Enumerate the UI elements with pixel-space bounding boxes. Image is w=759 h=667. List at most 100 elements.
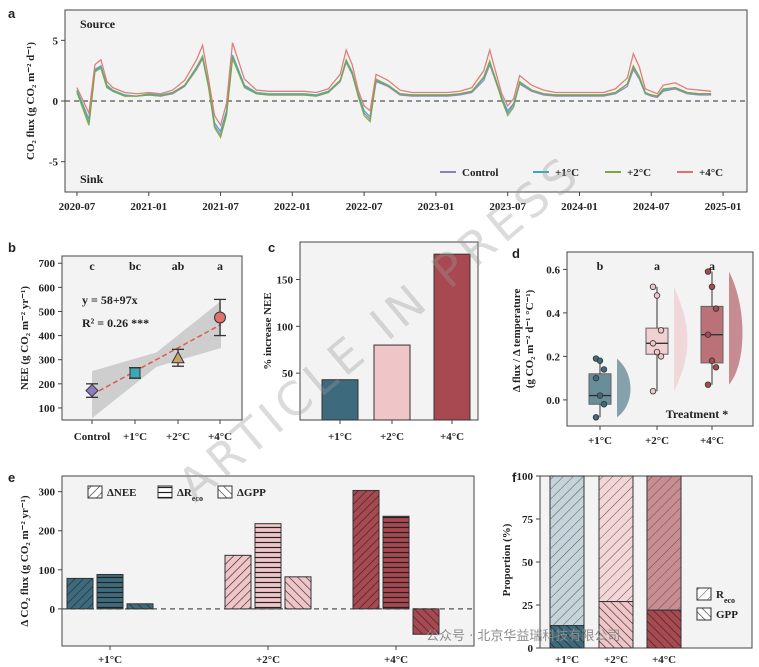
density-violin-plus2c [674, 286, 688, 392]
significance-letter: c [89, 259, 95, 273]
x-tick-label: 2024-07 [633, 201, 670, 213]
x-tick-label: 2022-07 [346, 201, 383, 213]
data-point [712, 364, 720, 371]
significance-letter: b [597, 259, 604, 273]
stack-reco-hatch [550, 476, 584, 626]
sink-label: Sink [80, 172, 104, 186]
flux-series-lines [76, 42, 712, 140]
y-tick-label: 100 [277, 321, 294, 333]
series-line-plus2c [76, 55, 712, 140]
y-tick-label: 0.0 [546, 395, 560, 407]
x-tick-label: +4°C [208, 431, 232, 443]
series-line-plus4c [76, 42, 712, 127]
x-tick-label: 2021-01 [130, 201, 167, 213]
y-tick-label: 100 [517, 471, 534, 483]
significance-letter: ab [172, 259, 185, 273]
data-point [657, 327, 665, 334]
panel-a-letter: a [8, 6, 16, 21]
stack-reco-hatch [599, 476, 633, 602]
legend-label--gpp: ΔGPP [237, 487, 266, 499]
mean-point-plus4c [214, 311, 226, 324]
bar-hatch [127, 603, 153, 609]
bar-plus2c [373, 344, 411, 421]
bar-hatch [97, 574, 123, 609]
data-point [649, 340, 657, 347]
x-tick-label: +2°C [166, 431, 190, 443]
data-point [592, 414, 600, 421]
legend-label-plus2c: +2°C [627, 167, 651, 179]
legend-label-plus4c: +4°C [699, 167, 723, 179]
x-tick-label: 2025-01 [705, 201, 742, 213]
bar-hatch [383, 516, 409, 609]
x-tick-label: 2023-07 [489, 201, 526, 213]
y-tick-label: 0.6 [546, 264, 560, 276]
panel-d: d Δ flux / Δ temperature (g CO₂ m⁻² d⁻¹ … [511, 246, 754, 447]
panel-b-letter: b [8, 240, 16, 255]
panel-c-ylabel: % increase NEE [262, 292, 274, 369]
x-tick-label: +1°C [328, 431, 352, 443]
significance-letter: bc [129, 259, 142, 273]
stack-reco-hatch [647, 476, 681, 611]
mean-point-plus1c [129, 367, 141, 379]
data-point [649, 388, 657, 395]
legend-label-gpp: GPP [716, 609, 738, 621]
significance-letter: a [709, 259, 715, 273]
bar-plus1c [321, 379, 359, 421]
x-tick-label: +2°C [380, 431, 404, 443]
y-tick-label: 0.2 [546, 351, 560, 363]
data-point [704, 381, 712, 388]
data-point [712, 305, 720, 312]
y-tick-label: 0 [528, 643, 534, 655]
data-point [708, 357, 716, 364]
legend-swatch-hatch [88, 486, 102, 498]
regression-r2: R² = 0.26 *** [82, 316, 149, 330]
series-line-control [76, 56, 712, 137]
data-point [596, 357, 604, 364]
significance-letter: a [217, 259, 223, 273]
data-point [653, 292, 661, 299]
panel-b-marks: c Control bc +1°C ab +2°C a +4°C 100 200 300 400 500… [39, 258, 233, 443]
data-point [592, 374, 600, 382]
bar-plus4c [433, 253, 471, 421]
bar-hatch [353, 490, 379, 609]
trend-line [91, 323, 222, 396]
x-tick-label: 2023-01 [418, 201, 455, 213]
x-tick-label: 2024-01 [561, 201, 598, 213]
data-point [708, 283, 716, 290]
y-tick-label: 0.4 [546, 308, 560, 320]
y-tick-label: 0 [50, 604, 56, 616]
panel-c-marks: +1°C +2°C +4°C 50 100 150 [277, 253, 471, 443]
stack-gpp-hatch [599, 601, 633, 648]
density-violin-plus4c [729, 271, 743, 385]
panel-b-ylabel: NEE (g CO₂ m⁻² yr⁻¹) [19, 286, 31, 390]
y-tick-label: 300 [39, 355, 56, 367]
treatment-label: Treatment * [666, 407, 729, 421]
panel-f: f Proportion (%) +1°C +2°C +4°C0255075100R… [501, 470, 753, 666]
y-tick-label: 100 [39, 403, 56, 415]
legend-label-control: Control [462, 167, 498, 179]
data-point [657, 353, 665, 360]
x-tick-label: +4°C [384, 654, 408, 666]
x-tick-label: +2°C [645, 435, 669, 447]
density-violin-plus1c [617, 358, 631, 418]
data-point [704, 331, 712, 338]
panel-e: e Δ CO₂ flux (g CO₂ m⁻² yr⁻¹) +1°C +2°C +4… [8, 470, 475, 666]
x-tick-label: +2°C [256, 654, 280, 666]
panel-b: b NEE (g CO₂ m⁻² yr⁻¹) y = 58+97x R² = 0… [8, 240, 243, 443]
y-tick-label: -5 [49, 157, 59, 169]
y-tick-label: 400 [39, 331, 56, 343]
x-tick-label: +2°C [604, 654, 628, 666]
x-tick-label: +1°C [98, 654, 122, 666]
y-tick-label: 700 [39, 258, 56, 270]
data-point [653, 348, 661, 356]
legend-swatch-hatch [697, 608, 711, 620]
bar-hatch [413, 608, 439, 635]
x-tick-label: Control [74, 431, 110, 443]
x-tick-label: 2022-01 [274, 201, 311, 213]
footer-credit: 公众号 · 北京华益瑞科技有限公司 [426, 629, 620, 644]
panel-d-ylabel: Δ flux / Δ temperature (g CO₂ m⁻² d⁻¹ °C… [511, 286, 536, 392]
panel-f-letter: f [512, 470, 517, 485]
panel-a-y-ticks: -5 0 5 [49, 35, 65, 169]
